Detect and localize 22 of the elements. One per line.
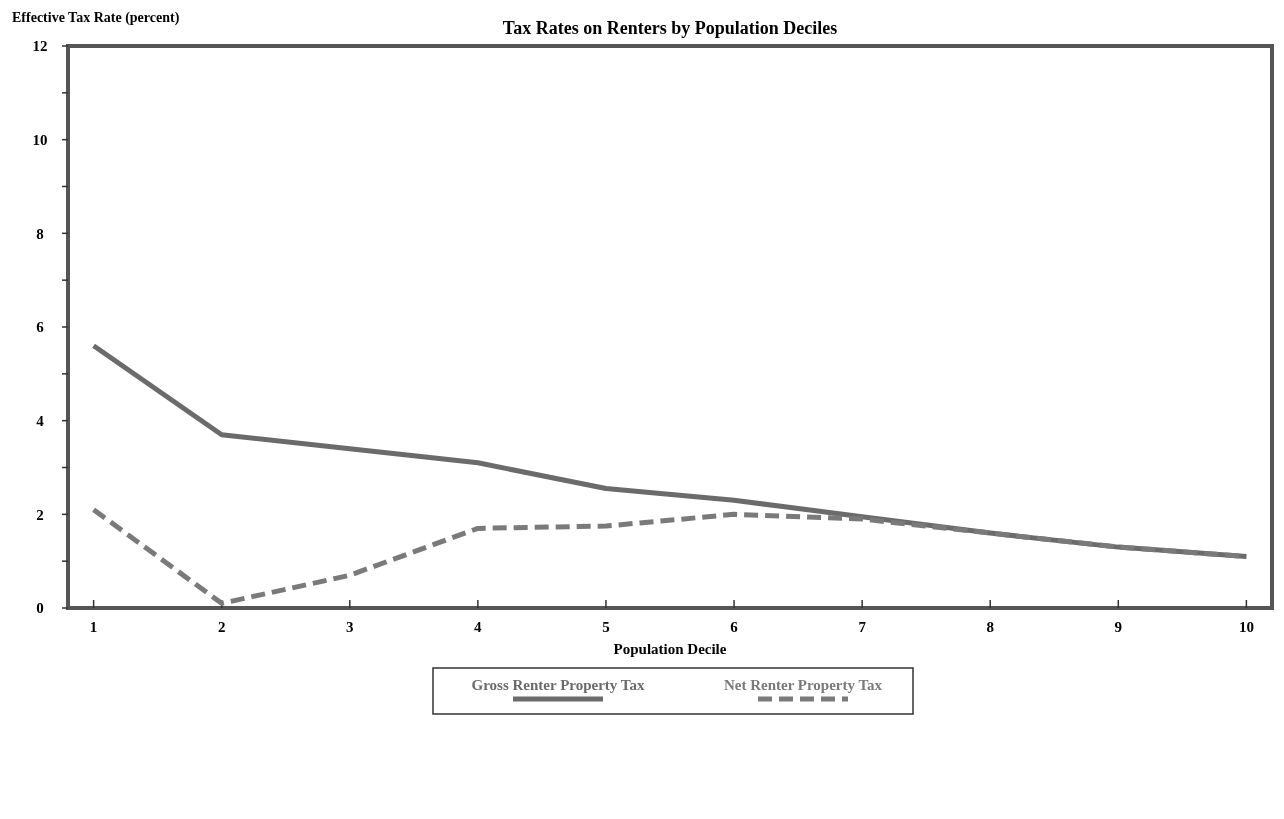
y-tick-label: 2 <box>36 506 44 523</box>
y-tick-label: 0 <box>36 600 44 617</box>
x-tick-label: 6 <box>730 619 739 635</box>
text: Net Renter Property Tax <box>723 677 883 693</box>
y-tick-label: 12 <box>32 38 48 55</box>
x-axis-title: Population Decile <box>613 641 727 657</box>
x-tick-label: 3 <box>346 619 354 635</box>
x-tick-label: 8 <box>986 619 994 635</box>
x-tick-label: 7 <box>858 619 867 635</box>
text: Gross Renter Property Tax <box>471 677 645 693</box>
x-tick-label: 4 <box>474 619 483 635</box>
x-tick-label: 1 <box>89 619 98 635</box>
y-axis-title: Effective Tax Rate (percent) <box>12 10 180 26</box>
y-tick-label: 10 <box>32 131 48 148</box>
x-tick-label: 10 <box>1238 619 1254 635</box>
y-tick-label: 8 <box>36 225 44 242</box>
y-tick-label: 4 <box>36 412 45 429</box>
y-tick-label: 6 <box>36 319 45 336</box>
x-tick-label: 5 <box>602 619 610 635</box>
x-tick-label: 9 <box>1114 619 1123 635</box>
x-tick-label: 2 <box>217 619 226 635</box>
chart-title: Tax Rates on Renters by Population Deciles <box>502 18 838 38</box>
